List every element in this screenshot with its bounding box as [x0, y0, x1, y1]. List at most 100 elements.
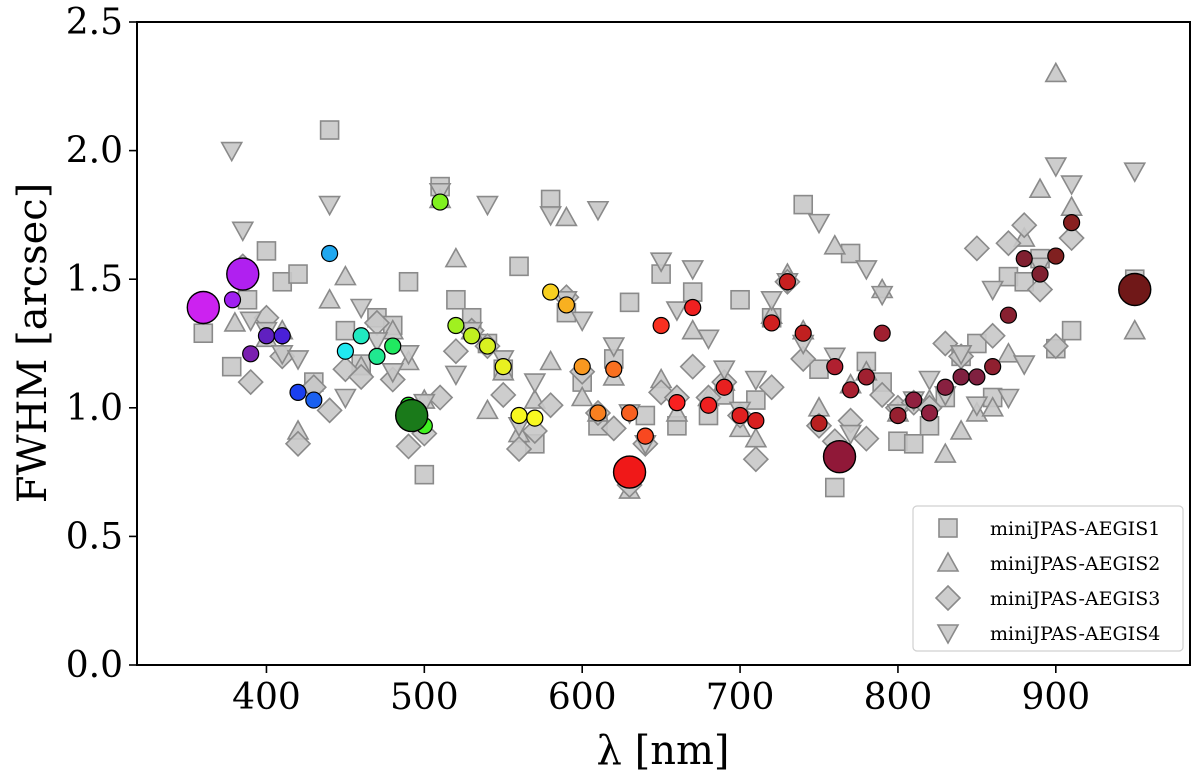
- marker-aegis4-6: [318, 195, 341, 217]
- marker-aegis1-36: [793, 194, 814, 215]
- narrowband-point-10: [384, 337, 402, 355]
- marker-aegis4-5: [286, 350, 310, 371]
- marker-aegis3-14: [426, 384, 454, 411]
- marker-aegis4-34: [760, 290, 784, 312]
- marker-aegis4-53: [1060, 175, 1083, 196]
- narrowband-point-45: [936, 378, 954, 396]
- x-axis-label: λ [nm]: [597, 728, 730, 774]
- x-tick-label-600: 600: [548, 677, 617, 718]
- marker-aegis3-53: [1042, 332, 1069, 360]
- narrowband-point-44: [920, 404, 939, 422]
- narrowband-point-24: [605, 360, 623, 378]
- marker-aegis3-20: [521, 417, 548, 445]
- marker-aegis3-12: [395, 433, 422, 460]
- marker-aegis1-7: [319, 120, 340, 140]
- marker-aegis2-45: [997, 342, 1020, 363]
- marker-aegis4-46: [949, 344, 973, 366]
- narrowband-point-37: [810, 414, 828, 432]
- marker-aegis4-1: [231, 221, 255, 242]
- marker-aegis2-42: [949, 419, 973, 440]
- marker-aegis2-49: [1060, 195, 1083, 216]
- narrowband-point-41: [873, 324, 891, 342]
- marker-aegis2-5: [318, 288, 341, 309]
- marker-aegis1-34: [746, 390, 766, 410]
- marker-aegis3-48: [963, 235, 991, 262]
- marker-aegis4-30: [697, 329, 720, 351]
- marker-aegis1-13: [414, 464, 435, 485]
- marker-aegis4-33: [744, 370, 768, 392]
- narrowband-point-18: [510, 406, 528, 425]
- broadband-point-0: [186, 290, 221, 325]
- marker-aegis1-19: [509, 256, 529, 277]
- marker-aegis3-2: [237, 368, 264, 396]
- marker-aegis4-9: [365, 332, 389, 353]
- marker-aegis1-37: [809, 359, 829, 380]
- marker-aegis3-35: [758, 374, 785, 401]
- marker-aegis2-14: [476, 398, 499, 420]
- marker-aegis3-25: [600, 415, 627, 442]
- y-tick-label-5: 2.5: [66, 2, 123, 43]
- legend-label-aegis2: miniJPAS-AEGIS2: [990, 553, 1160, 575]
- marker-aegis1-12: [398, 271, 419, 292]
- marker-aegis4-37: [807, 213, 831, 235]
- marker-aegis4-28: [665, 301, 689, 322]
- narrowband-point-31: [715, 378, 733, 396]
- y-tick-label-3: 1.5: [66, 259, 123, 300]
- marker-aegis4-44: [918, 370, 941, 392]
- marker-aegis4-24: [602, 337, 626, 358]
- gray-markers-layer: [190, 61, 1148, 499]
- marker-aegis2-12: [444, 246, 468, 268]
- marker-aegis4-20: [539, 206, 562, 227]
- marker-aegis3-51: [1011, 212, 1038, 239]
- broadband-point-3: [612, 455, 647, 489]
- marker-aegis3-52: [1026, 276, 1054, 303]
- marker-aegis1-26: [619, 292, 640, 313]
- marker-aegis4-48: [981, 280, 1005, 302]
- narrowband-point-27: [652, 316, 670, 335]
- legend-label-aegis3: miniJPAS-AEGIS3: [990, 588, 1160, 610]
- marker-aegis1-3: [256, 241, 277, 261]
- marker-aegis4-29: [681, 260, 705, 281]
- x-tick-label-900: 900: [1021, 677, 1090, 718]
- marker-aegis4-39: [839, 424, 862, 446]
- narrowband-point-1: [242, 345, 260, 363]
- narrowband-point-34: [763, 314, 781, 332]
- x-tick-label-500: 500: [390, 677, 459, 718]
- marker-aegis1-21: [540, 189, 561, 210]
- narrowband-point-36: [794, 324, 812, 342]
- narrowband-point-5: [305, 391, 323, 409]
- marker-aegis1-2: [237, 289, 258, 310]
- narrowband-point-23: [589, 404, 607, 422]
- marker-aegis3-21: [537, 392, 564, 419]
- narrowband-point-46: [952, 368, 970, 386]
- marker-aegis1-33: [730, 289, 750, 310]
- x-tick-label-700: 700: [706, 677, 775, 718]
- marker-aegis4-7: [334, 388, 357, 410]
- marker-aegis3-49: [979, 322, 1006, 349]
- narrowband-point-0: [223, 291, 242, 309]
- marker-aegis3-19: [505, 435, 533, 463]
- legend-marker-aegis3: [934, 584, 962, 612]
- marker-aegis4-22: [570, 311, 594, 332]
- marker-aegis1-15: [446, 289, 466, 310]
- marker-aegis3-7: [316, 397, 343, 424]
- marker-aegis2-47: [1028, 177, 1052, 198]
- narrowband-point-29: [684, 298, 702, 317]
- legend-marker-aegis4: [936, 624, 960, 645]
- marker-aegis3-46: [932, 330, 959, 357]
- marker-aegis2-48: [1044, 61, 1068, 83]
- narrowband-point-40: [857, 368, 875, 386]
- marker-aegis4-40: [855, 260, 878, 281]
- marker-aegis2-6: [334, 264, 357, 286]
- narrowband-point-39: [841, 381, 860, 399]
- colored-markers-layer: [186, 193, 1152, 489]
- x-tick-label-800: 800: [864, 677, 933, 718]
- x-tick-label-400: 400: [232, 677, 301, 718]
- marker-aegis2-35: [823, 234, 847, 255]
- narrowband-point-48: [984, 358, 1002, 376]
- marker-aegis3-5: [284, 430, 312, 457]
- narrowband-point-50: [1015, 250, 1033, 268]
- narrowband-point-2: [257, 327, 276, 345]
- y-tick-label-4: 2.0: [66, 131, 123, 172]
